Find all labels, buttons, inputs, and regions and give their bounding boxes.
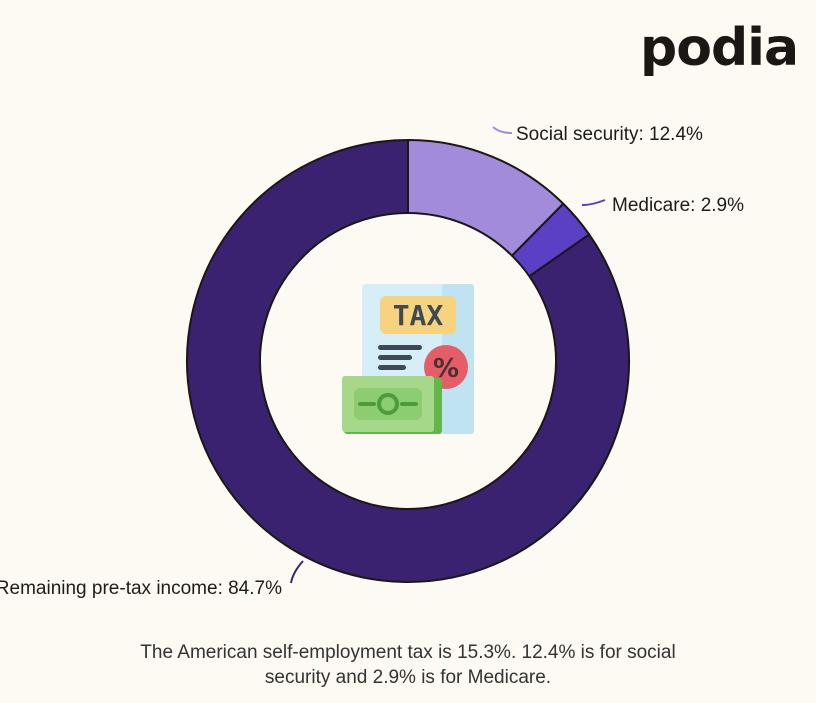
leader-line [492,126,513,134]
chart-caption: The American self-employment tax is 15.3… [80,640,736,690]
tax-icon-text: TAX [393,299,444,332]
caption-line-2: security and 2.9% is for Medicare. [264,667,552,688]
slice-labels: Social security: 12.4% Medicare: 2.9% Rema… [0,124,744,599]
slice-label: Social security: 12.4% [516,124,703,145]
donut-slice [186,139,630,583]
donut-chart: Social security: 12.4% Medicare: 2.9% Rema… [0,124,744,599]
donut-slices [186,139,630,583]
slice-label: Medicare: 2.9% [612,195,744,216]
caption-line-1: The American self-employment tax is 15.3… [140,642,676,663]
leader-line [290,560,304,584]
slice-label: Remaining pre-tax income: 84.7% [0,578,282,599]
label-leader-lines [290,126,606,584]
brand-logo: podia [640,18,799,78]
tax-document-icon: TAX % [342,284,474,434]
leader-line [581,199,606,207]
